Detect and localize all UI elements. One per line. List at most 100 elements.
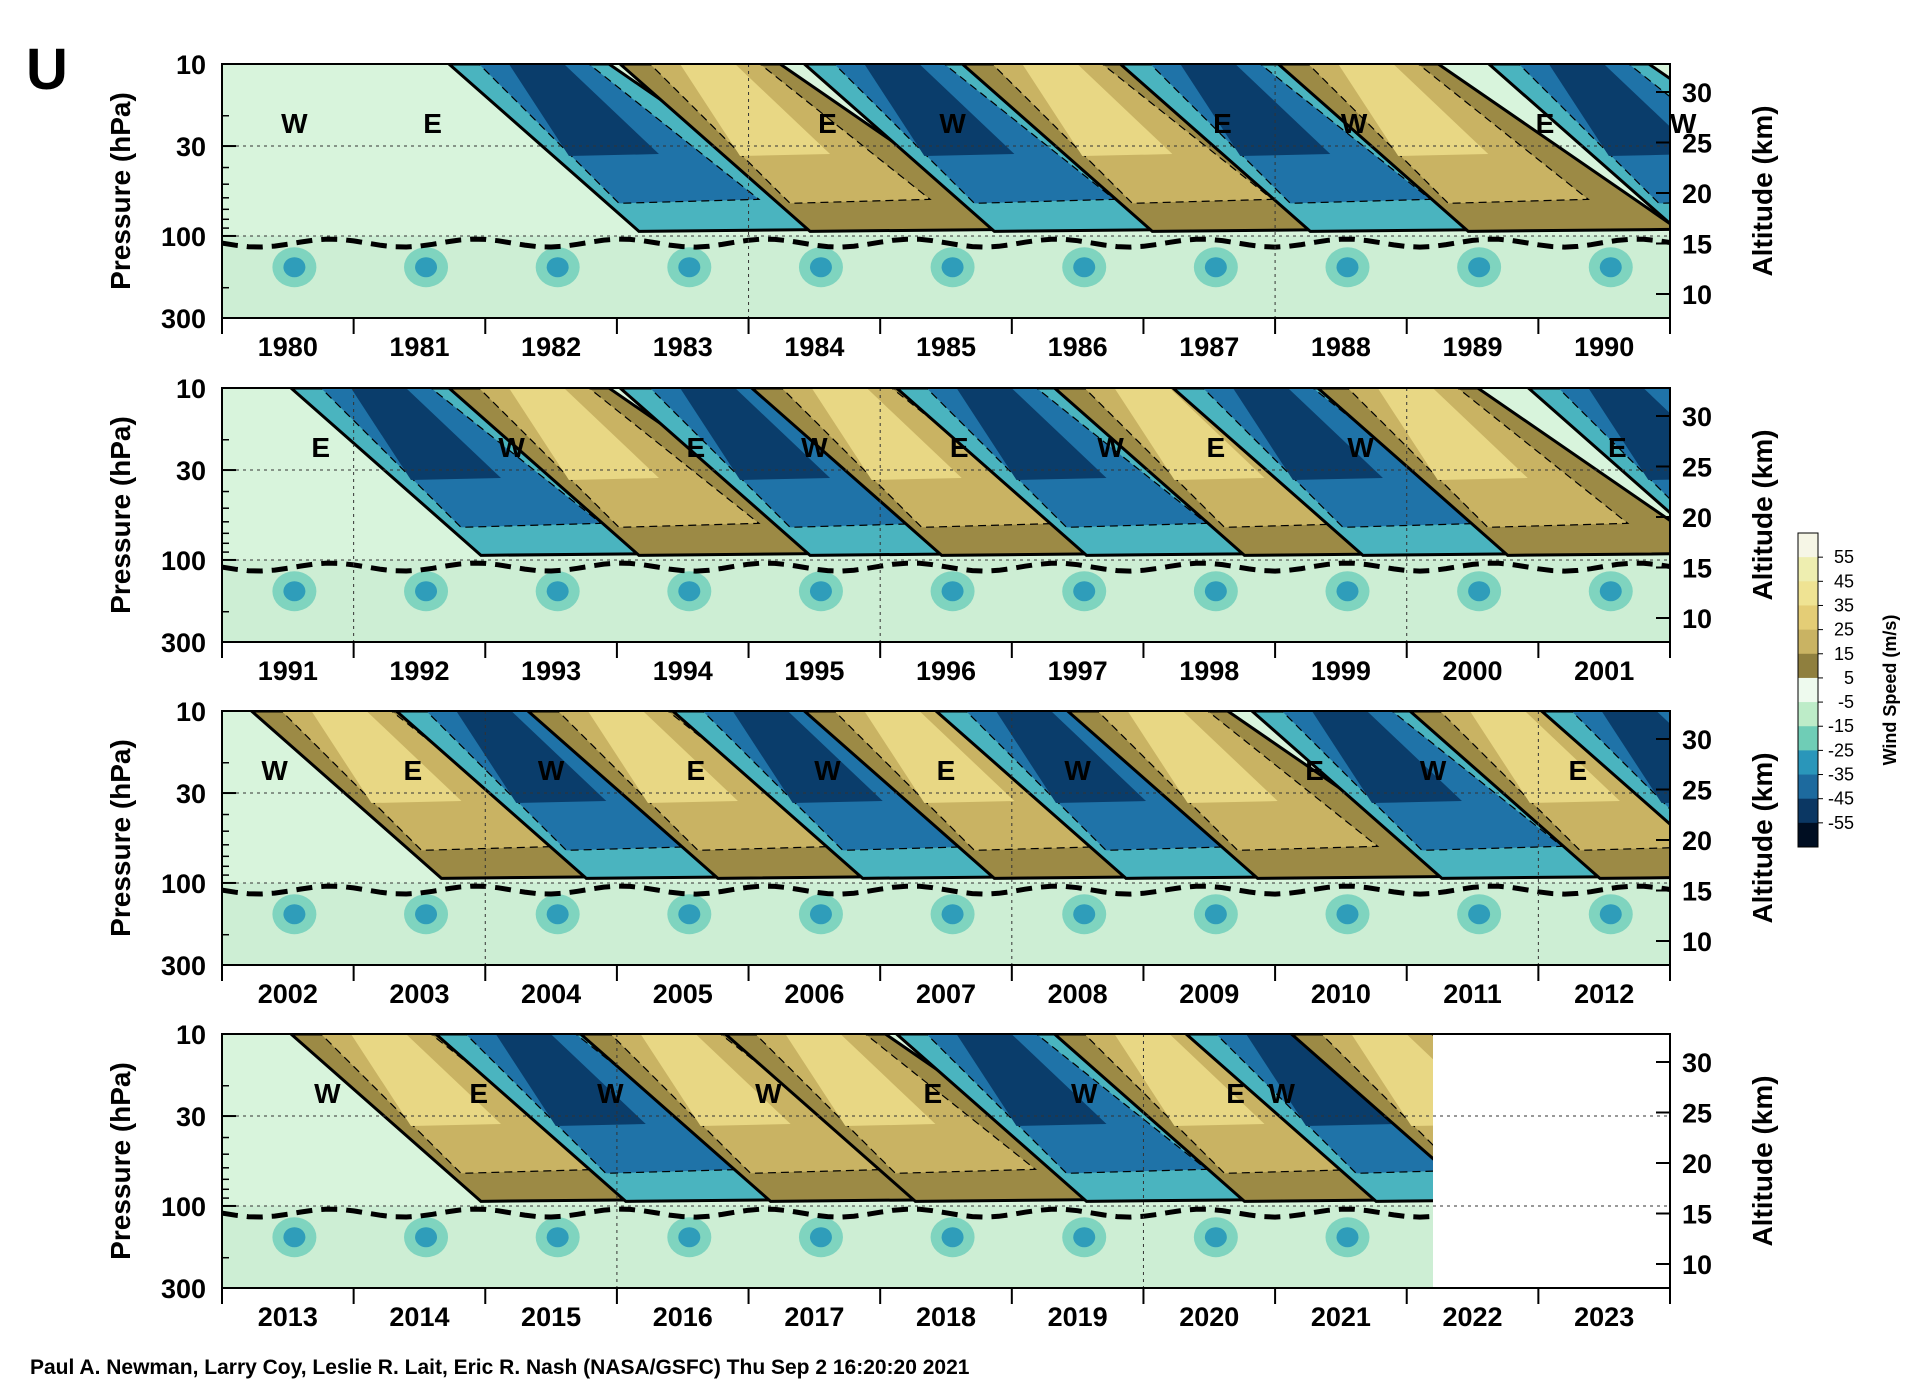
colorbar-level-label: -35 (1828, 765, 1854, 785)
colorbar-level-label: -45 (1828, 789, 1854, 809)
y-axis-title: Pressure (hPa) (105, 92, 136, 290)
tropo-easterly-core (415, 257, 438, 278)
y2-tick-label: 15 (1682, 1200, 1712, 1230)
phase-label: W (1670, 108, 1697, 139)
colorbar-level-label: -25 (1828, 740, 1854, 760)
phase-label: E (1207, 432, 1226, 463)
x-tick-label: 2012 (1574, 979, 1634, 1009)
qbo-panel-2: E W E W E W E W E 10 30 100 300 Pressure (hPa) 30 25 20 1… (105, 374, 1778, 686)
colorbar-swatch (1798, 677, 1818, 703)
phase-peak-W (640, 1034, 791, 1127)
y2-tick-label: 30 (1682, 402, 1712, 432)
y2-tick-label: 30 (1682, 725, 1712, 755)
x-tick-label: 1994 (653, 656, 713, 686)
y2-tick-label: 15 (1682, 877, 1712, 907)
phase-peak-E (350, 388, 501, 481)
phase-label: E (1213, 108, 1232, 139)
y2-tick-label: 10 (1682, 927, 1712, 957)
x-tick-label: 2007 (916, 979, 976, 1009)
tropo-easterly-core (1073, 1227, 1096, 1248)
phase-label: E (687, 755, 706, 786)
colorbar-swatch (1798, 726, 1818, 751)
x-tick-label: 1981 (389, 332, 449, 362)
colorbar: 55 45 35 25 15 5 -5 -15 -25 -35 -45 -55 Wind Speed (… (1797, 532, 1900, 848)
tropo-easterly-core (546, 1227, 569, 1248)
phase-peak-E (456, 711, 607, 804)
phase-peak-W (311, 711, 462, 804)
phase-label: E (423, 108, 442, 139)
tropo-easterly-core (1204, 904, 1227, 925)
tropo-easterly-core (941, 1227, 964, 1248)
x-tick-label: 2001 (1574, 656, 1634, 686)
tropo-easterly-core (546, 257, 569, 278)
tropo-easterly-core (1336, 257, 1359, 278)
x-tick-label: 1990 (1574, 332, 1634, 362)
tropo-easterly-core (415, 904, 438, 925)
colorbar-title: Wind Speed (m/s) (1880, 615, 1900, 766)
tropo-easterly-core (1073, 257, 1096, 278)
x-tick-label: 2019 (1048, 1302, 1108, 1332)
y-tick-label: 30 (176, 1102, 206, 1132)
phase-label: W (1071, 1078, 1098, 1109)
credit-line: Paul A. Newman, Larry Coy, Leslie R. Lai… (30, 1356, 970, 1379)
y2-tick-label: 20 (1682, 503, 1712, 533)
colorbar-swatch (1798, 533, 1818, 558)
y-tick-label: 300 (161, 951, 206, 981)
phase-label: W (1341, 108, 1368, 139)
x-tick-label: 2015 (521, 1302, 581, 1332)
phase-label: W (538, 755, 565, 786)
phase-peak-E (1601, 711, 1670, 804)
y2-tick-label: 20 (1682, 826, 1712, 856)
qbo-panel-3: W E W E W E W E W E 10 30 100 300 Pressure (hPa) 30 25 20… (105, 697, 1778, 1009)
tropo-easterly-core (1336, 904, 1359, 925)
wind-field (222, 711, 1670, 965)
tropo-easterly-core (1468, 581, 1491, 602)
tropo-easterly-core (809, 904, 832, 925)
tropo-easterly-core (283, 581, 306, 602)
tropopause-line (222, 560, 1670, 574)
x-tick-label: 2013 (258, 1302, 318, 1332)
colorbar-swatch (1798, 798, 1818, 824)
phase-label: W (801, 432, 828, 463)
colorbar-level-label: 25 (1834, 620, 1854, 640)
colorbar-swatch (1798, 702, 1818, 727)
tropo-easterly-core (678, 1227, 701, 1248)
y-tick-label: 300 (161, 304, 206, 334)
phase-label: W (597, 1078, 624, 1109)
tropo-easterly-core (678, 581, 701, 602)
phase-peak-W (350, 1034, 501, 1127)
tropo-easterly-core (415, 1227, 438, 1248)
x-tick-label: 2002 (258, 979, 318, 1009)
tropo-easterly-cell (1589, 1217, 1633, 1257)
tropo-easterly-core (941, 581, 964, 602)
colorbar-level-label: 35 (1834, 595, 1854, 615)
colorbar-level-label: 45 (1834, 571, 1854, 591)
tropo-easterly-core (1468, 1227, 1490, 1247)
y2-tick-label: 20 (1682, 1149, 1712, 1179)
y-tick-label: 30 (176, 456, 206, 486)
wind-field (222, 388, 1670, 642)
tropo-easterly-core (678, 904, 701, 925)
y2-tick-label: 25 (1682, 453, 1712, 483)
phase-label: E (311, 432, 330, 463)
x-tick-label: 1996 (916, 656, 976, 686)
tropo-easterly-core (1599, 904, 1622, 925)
colorbar-swatch (1798, 581, 1818, 606)
phase-peak-E (1588, 388, 1670, 481)
y2-tick-label: 20 (1682, 179, 1712, 209)
colorbar-swatch (1798, 822, 1818, 848)
phase-peak-W (1127, 711, 1278, 804)
phase-peak-W (1351, 1034, 1434, 1127)
phase-label: W (1347, 432, 1374, 463)
panel-frame (221, 1033, 1671, 1289)
x-tick-label: 1986 (1048, 332, 1108, 362)
tropo-easterly-core (1336, 1227, 1359, 1248)
x-tick-label: 1988 (1311, 332, 1371, 362)
x-tick-label: 2016 (653, 1302, 713, 1332)
x-tick-label: 2017 (784, 1302, 844, 1332)
phase-peak-E (996, 711, 1146, 804)
x-tick-label: 2006 (784, 979, 844, 1009)
phase-label: W (1420, 755, 1447, 786)
tropo-easterly-core (941, 257, 964, 278)
